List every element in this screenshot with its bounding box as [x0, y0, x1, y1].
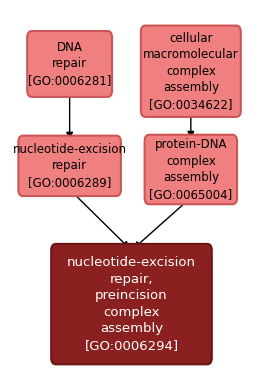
Text: protein-DNA
complex
assembly
[GO:0065004]: protein-DNA complex assembly [GO:0065004… — [149, 138, 232, 201]
FancyBboxPatch shape — [18, 136, 121, 196]
Text: DNA
repair
[GO:0006281]: DNA repair [GO:0006281] — [28, 41, 111, 87]
Text: nucleotide-excision
repair
[GO:0006289]: nucleotide-excision repair [GO:0006289] — [13, 143, 127, 189]
FancyBboxPatch shape — [145, 135, 237, 204]
Text: nucleotide-excision
repair,
preincision
complex
assembly
[GO:0006294]: nucleotide-excision repair, preincision … — [67, 256, 196, 352]
FancyBboxPatch shape — [141, 26, 241, 117]
FancyBboxPatch shape — [27, 31, 112, 97]
Text: cellular
macromolecular
complex
assembly
[GO:0034622]: cellular macromolecular complex assembly… — [143, 32, 239, 111]
FancyBboxPatch shape — [51, 244, 212, 364]
